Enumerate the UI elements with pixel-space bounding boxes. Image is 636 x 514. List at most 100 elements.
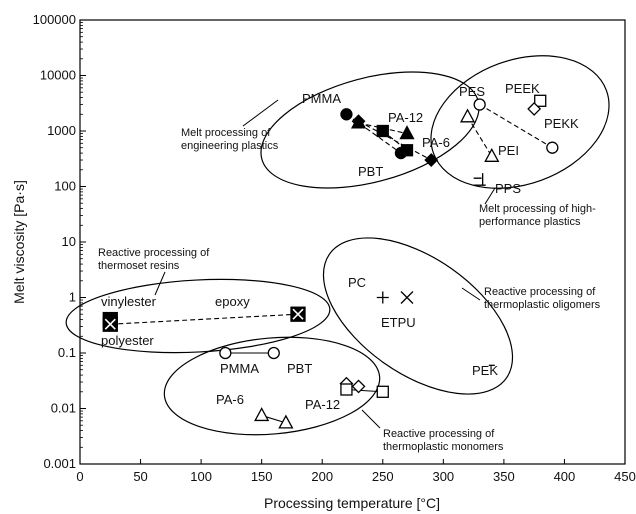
x-axis: 0 50 100 150 200 250 300 350 400 450 — [76, 459, 636, 484]
point-epoxy — [290, 306, 306, 322]
region-label: Melt processing of engineering plastics — [181, 127, 279, 152]
x-tick-label: 350 — [493, 469, 515, 484]
series-markers — [102, 94, 559, 429]
label-etpu: ETPU — [381, 315, 416, 330]
x-tick-label: 50 — [133, 469, 147, 484]
y-tick-label: 0.1 — [58, 345, 76, 360]
point-pekk — [527, 101, 542, 116]
connector-pes — [479, 104, 553, 149]
region-leader-lines — [154, 99, 496, 429]
label-pei: PEI — [498, 143, 519, 158]
region-label: Reactive processing of thermoset resins — [98, 247, 210, 272]
label-epoxy: epoxy — [215, 294, 250, 309]
plot-area-frame — [79, 19, 626, 465]
point-pps — [473, 173, 486, 186]
label-pekk: PEKK — [544, 116, 579, 131]
region-label-line: Reactive processing of — [484, 286, 596, 298]
point-pa-6 — [376, 124, 389, 138]
point-pbt — [424, 153, 439, 167]
point-pa-12 — [376, 385, 389, 398]
y-axis-title: Melt viscosity [Pa·s] — [11, 180, 27, 304]
leader-oligomers — [461, 287, 481, 301]
region-label-line: Reactive processing of — [98, 247, 210, 259]
y-tick-label: 10000 — [40, 68, 76, 83]
point-pa-6 — [254, 407, 270, 422]
point-pa-12 — [340, 383, 353, 396]
label-pa12-reactive: PA-12 — [305, 397, 340, 412]
region-label-line: thermoplastic oligomers — [484, 299, 601, 311]
y-tick-label: 1000 — [47, 123, 76, 138]
x-axis-title: Processing temperature [°C] — [264, 495, 440, 511]
label-pa12-melt: PA-12 — [388, 110, 423, 125]
label-peek: PEEK — [505, 81, 540, 96]
x-tick-label: 400 — [554, 469, 576, 484]
label-pmma-melt: PMMA — [302, 91, 341, 106]
x-tick-label: 0 — [76, 469, 83, 484]
region-label: Reactive processing of thermoplastic olig… — [484, 286, 601, 311]
label-pes: PES — [459, 84, 485, 99]
leader-thermoset — [154, 271, 166, 296]
point-etpu — [400, 291, 414, 304]
point-pa-12 — [399, 125, 415, 140]
leader-high-performance — [484, 187, 496, 205]
point-pei — [484, 147, 500, 162]
x-tick-label: 250 — [372, 469, 394, 484]
region-oligomers-ellipse — [322, 237, 514, 395]
connector-epoxy — [110, 313, 299, 325]
point-peek — [534, 94, 547, 107]
region-label-line: engineering plastics — [181, 140, 279, 152]
point-pc — [376, 291, 389, 304]
label-pbt-melt: PBT — [358, 164, 383, 179]
region-high-performance-ellipse — [430, 55, 610, 189]
y-tick-label: 100 — [54, 179, 76, 194]
point-pa-6 — [278, 414, 294, 429]
y-tick-label: 100000 — [33, 12, 76, 27]
region-label-line: performance plastics — [479, 216, 581, 228]
point-pes — [546, 141, 559, 154]
region-label: Melt processing of high-performance plas… — [479, 203, 596, 228]
label-pa6-melt: PA-6 — [422, 135, 450, 150]
point-pbt — [351, 114, 366, 129]
point-pei — [459, 108, 476, 123]
x-tick-label: 200 — [311, 469, 333, 484]
label-polyester: polyester — [101, 333, 154, 348]
region-label: Reactive processing of thermoplastic mono… — [383, 428, 504, 453]
label-pps: PPS — [495, 181, 521, 196]
connector-pbt — [358, 120, 432, 161]
region-engineering-ellipse — [260, 71, 480, 189]
x-tick-label: 150 — [251, 469, 273, 484]
point-labels: PMMA PA-12 PA-6 PBT PES PEEK PEKK PEI PP… — [101, 81, 579, 412]
region-label-line: Melt processing of — [181, 127, 271, 139]
point-pa-6 — [400, 144, 414, 157]
connector-pei — [467, 116, 493, 157]
region-monomers-ellipse — [163, 336, 381, 436]
label-pmma-reactive: PMMA — [220, 361, 259, 376]
y-axis: 0.001 0.01 0.1 1 10 100 1000 10000 100000 — [33, 12, 86, 471]
point-cross — [104, 318, 116, 330]
x-tick-label: 450 — [614, 469, 636, 484]
region-label-line: Melt processing of high- — [479, 203, 596, 215]
point-pes — [473, 98, 486, 111]
label-vinylester: vinylester — [101, 294, 157, 309]
region-label-line: thermoplastic monomers — [383, 441, 504, 453]
point-pmma — [340, 108, 353, 121]
point-pmma — [219, 346, 232, 360]
label-pc: PC — [348, 275, 366, 290]
y-tick-label: 0.01 — [51, 401, 76, 416]
y-tick-label: 0.001 — [43, 456, 76, 471]
y-tick-label: 1 — [69, 290, 76, 305]
x-tick-label: 100 — [190, 469, 212, 484]
region-label-line: thermoset resins — [98, 260, 180, 272]
region-labels: Melt processing of engineering plasticsMe… — [98, 127, 601, 453]
region-thermoset-ellipse — [65, 278, 331, 354]
y-tick-label: 10 — [62, 234, 76, 249]
x-tick-label: 300 — [432, 469, 454, 484]
label-pbt-reactive: PBT — [287, 361, 312, 376]
region-label-line: Reactive processing of — [383, 428, 495, 440]
point-cross — [292, 308, 304, 320]
point-epoxy — [102, 316, 118, 332]
leader-engineering — [242, 99, 279, 127]
point-pbt — [351, 379, 366, 394]
label-pa6-reactive: PA-6 — [216, 392, 244, 407]
